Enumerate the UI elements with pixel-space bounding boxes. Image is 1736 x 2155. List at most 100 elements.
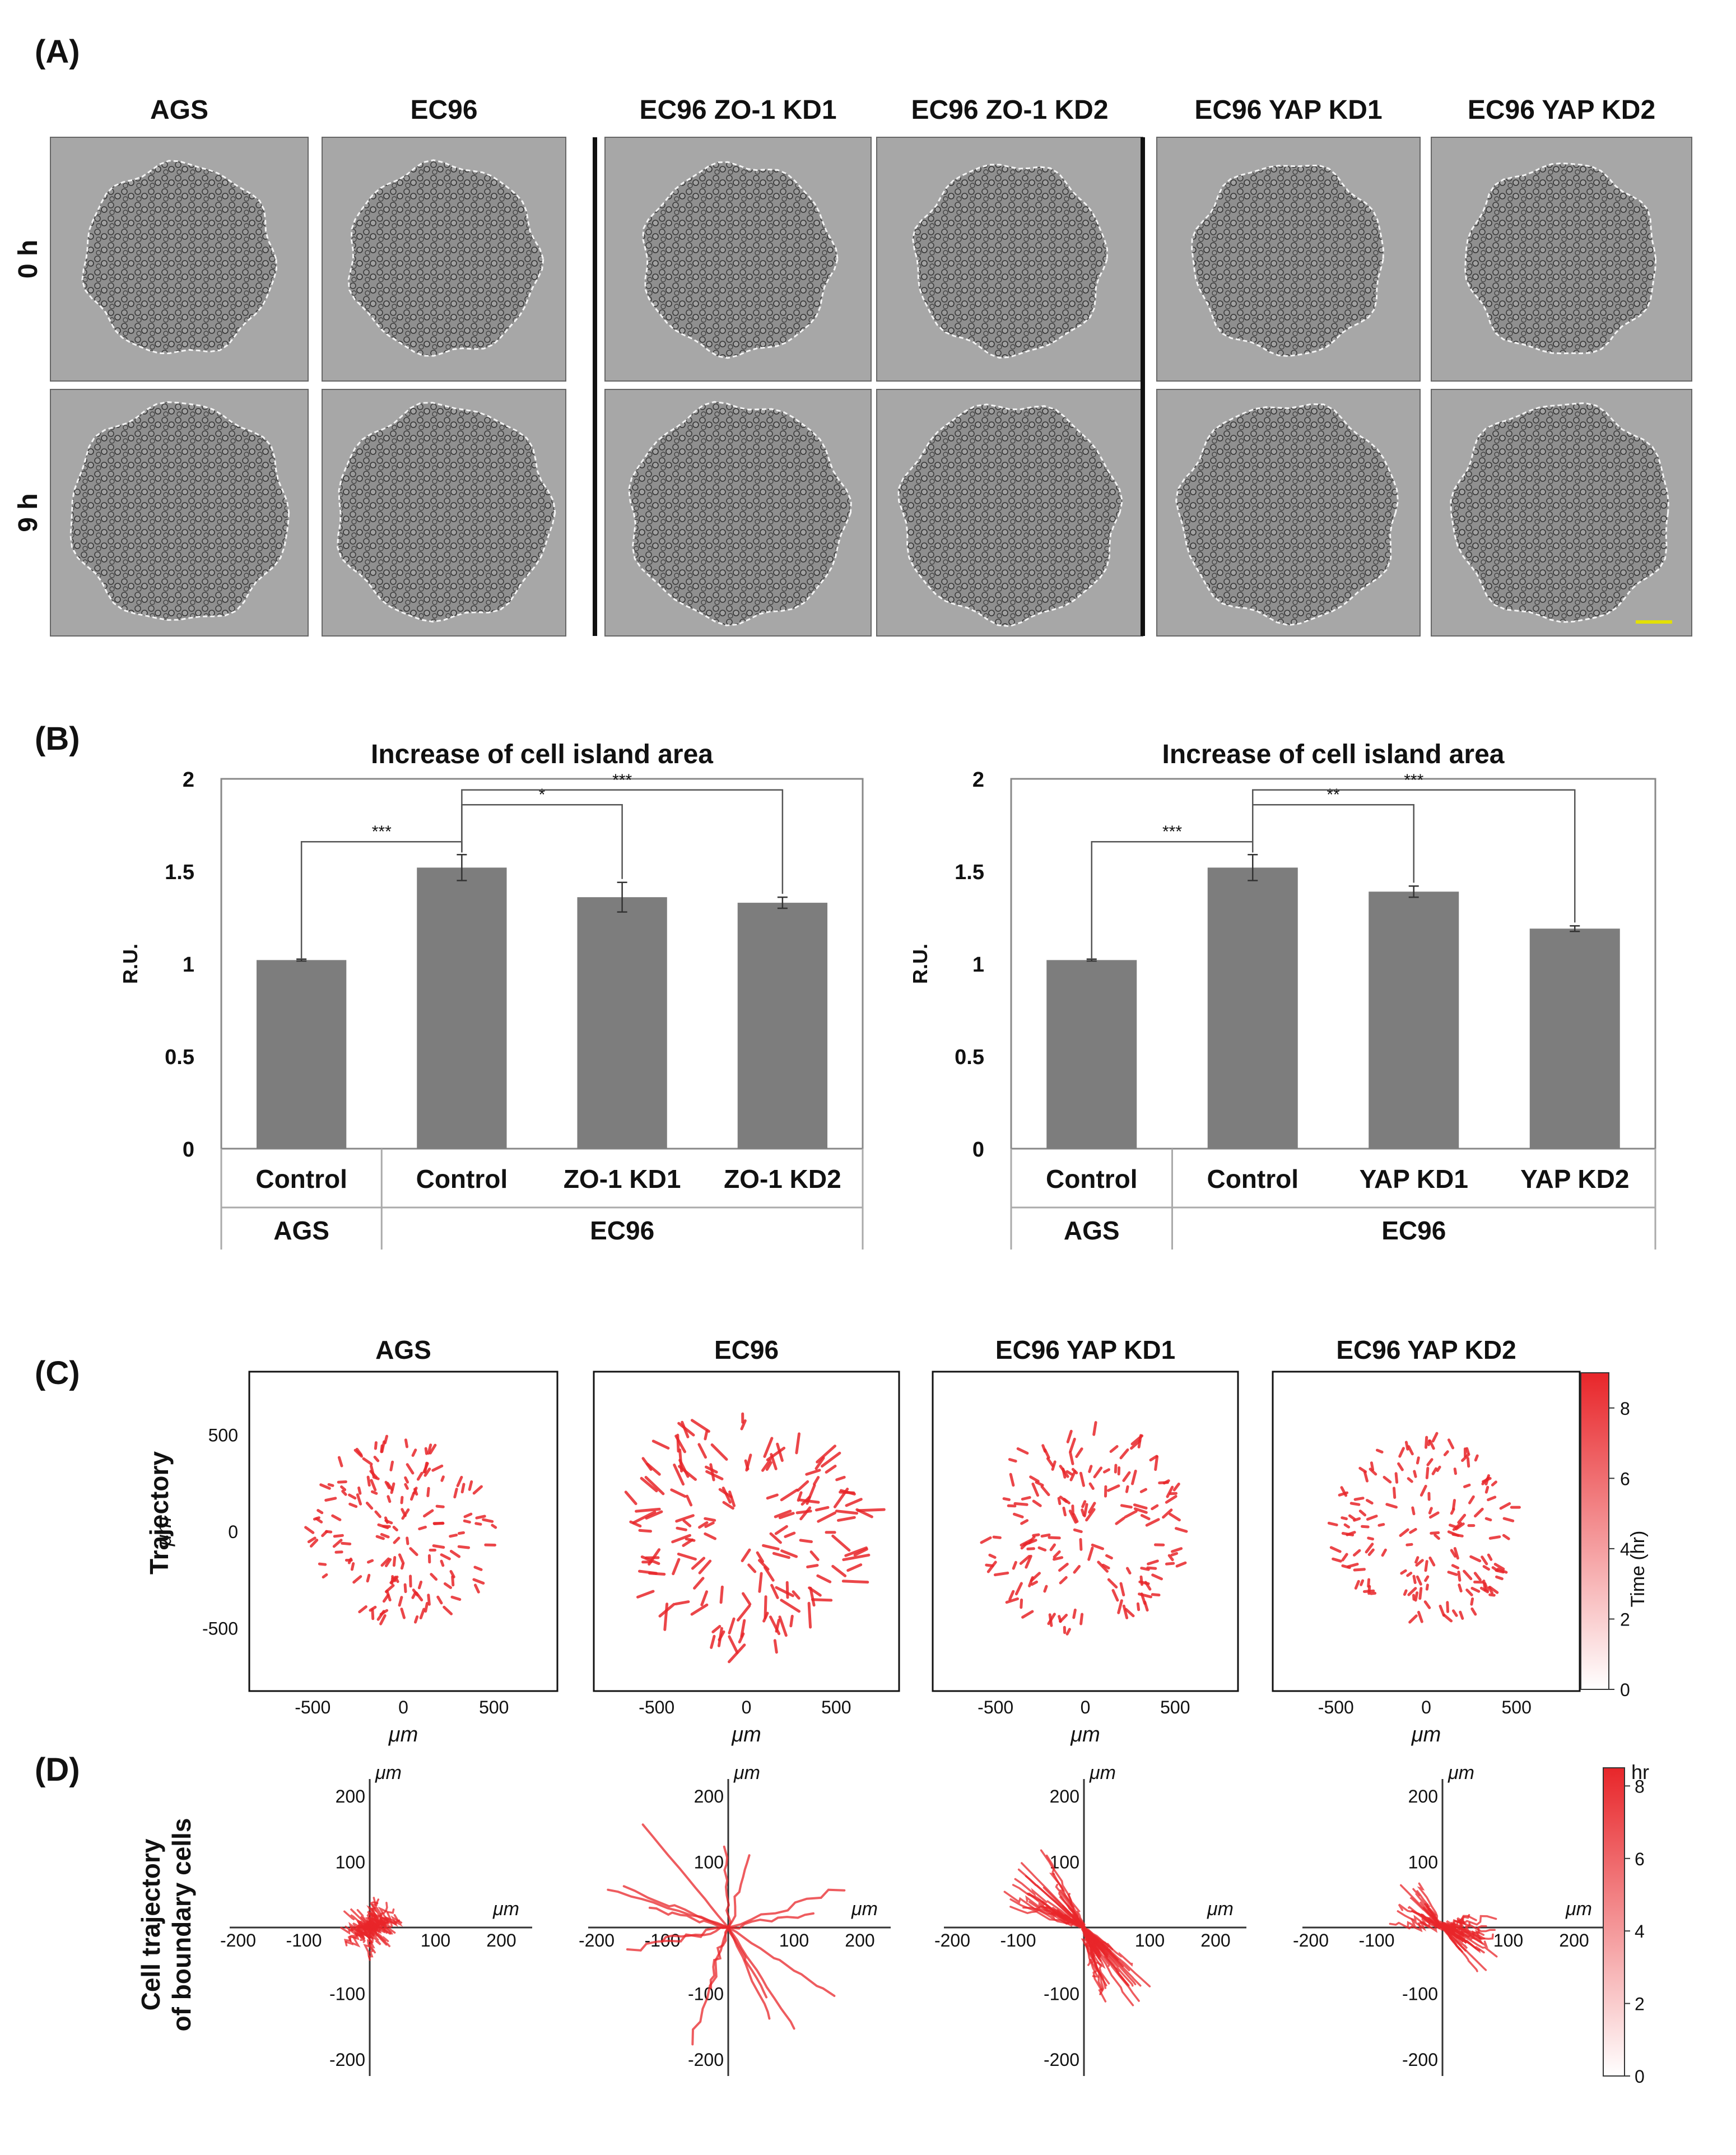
track	[440, 1553, 451, 1560]
track	[366, 1573, 371, 1583]
cell-island	[628, 401, 852, 626]
track	[1020, 1519, 1029, 1525]
track	[307, 1536, 317, 1544]
chart-title: Increase of cell island area	[1162, 740, 1505, 769]
y-tick-label: -100	[1044, 1984, 1079, 2004]
track	[1367, 1585, 1371, 1595]
x-tick-label: -100	[1358, 1930, 1394, 1950]
x-tick-label: -500	[1318, 1697, 1354, 1717]
track	[1020, 1598, 1023, 1609]
track	[704, 1532, 716, 1540]
track	[443, 1605, 453, 1615]
category-label: Control	[1046, 1164, 1138, 1193]
track	[1031, 1482, 1039, 1497]
panel-a-column-titles: AGS EC96 EC96 ZO-1 KD1 EC96 ZO-1 KD2 EC96 YA…	[150, 95, 1655, 125]
track	[676, 1526, 687, 1531]
trajectory-tracks	[624, 1412, 886, 1664]
colorbar-tick-label: 8	[1620, 1399, 1630, 1419]
track	[1349, 1502, 1361, 1506]
track	[813, 1476, 820, 1486]
track	[821, 1451, 841, 1468]
track	[635, 1507, 661, 1513]
track	[762, 1611, 769, 1623]
track	[1383, 1475, 1392, 1484]
track	[1366, 1499, 1374, 1505]
track	[1030, 1580, 1038, 1586]
track	[431, 1464, 444, 1472]
track	[400, 1608, 406, 1619]
track	[1149, 1455, 1158, 1462]
track	[1147, 1559, 1159, 1566]
x-axis-label: μm	[851, 1898, 878, 1920]
track	[334, 1550, 343, 1554]
track	[310, 1539, 319, 1548]
track	[1062, 1506, 1067, 1517]
track	[663, 1603, 669, 1631]
track	[698, 1521, 709, 1529]
track	[1069, 1470, 1077, 1481]
boundary-plots: μm μm -200 -100 100 200 -200 -100 100 200 μm μm -200…	[220, 1762, 1605, 2076]
track	[700, 1590, 708, 1606]
x-tick-label: 500	[821, 1697, 851, 1717]
track	[1091, 1543, 1104, 1550]
track	[1482, 1477, 1492, 1483]
colorbar-tick-label: 6	[1635, 1849, 1645, 1869]
track	[817, 1511, 836, 1523]
track	[1341, 1516, 1348, 1521]
track	[1144, 1581, 1152, 1591]
track	[419, 1608, 426, 1619]
track	[837, 1516, 856, 1522]
track	[705, 1465, 718, 1474]
track	[1452, 1499, 1456, 1511]
track	[807, 1601, 812, 1629]
track	[373, 1456, 380, 1462]
track	[1005, 1597, 1019, 1604]
track	[1429, 1511, 1440, 1519]
track	[727, 1926, 836, 1997]
track	[1040, 1485, 1050, 1497]
track	[1470, 1607, 1477, 1616]
track	[1083, 1503, 1088, 1517]
colorbar-gradient	[1580, 1372, 1609, 1690]
track	[1441, 1926, 1498, 1958]
track	[671, 1534, 691, 1544]
track	[319, 1483, 331, 1490]
track	[1081, 1926, 1095, 1966]
track	[740, 1619, 746, 1638]
track	[1165, 1495, 1177, 1504]
track	[380, 1532, 390, 1539]
track	[1484, 1517, 1492, 1522]
track	[1493, 1563, 1505, 1571]
track	[1083, 1926, 1124, 1967]
track	[348, 1493, 357, 1500]
track	[835, 1475, 846, 1481]
track	[1021, 1610, 1034, 1619]
track	[1397, 1462, 1404, 1471]
track	[988, 1553, 997, 1559]
track	[1439, 1604, 1445, 1617]
track	[672, 1558, 681, 1576]
track	[1447, 1438, 1455, 1450]
track	[764, 1566, 775, 1582]
track	[704, 1517, 716, 1522]
track	[1126, 1567, 1132, 1575]
bar	[737, 903, 828, 1149]
x-tick-label: -100	[1000, 1930, 1036, 1950]
track	[1051, 1460, 1057, 1471]
track	[1451, 1564, 1460, 1569]
track	[460, 1483, 466, 1494]
track	[1332, 1557, 1342, 1563]
track	[430, 1573, 438, 1581]
track	[763, 1437, 774, 1458]
track	[839, 1489, 856, 1496]
panel-d-label: (D)	[35, 1752, 80, 1788]
track	[797, 1480, 809, 1492]
track	[1059, 1576, 1068, 1585]
bar	[417, 867, 507, 1149]
track	[626, 1926, 729, 1952]
track	[436, 1595, 443, 1605]
track	[741, 1548, 751, 1562]
track	[362, 1457, 373, 1466]
y-tick-label: -200	[688, 2050, 724, 2070]
track	[1032, 1499, 1042, 1507]
